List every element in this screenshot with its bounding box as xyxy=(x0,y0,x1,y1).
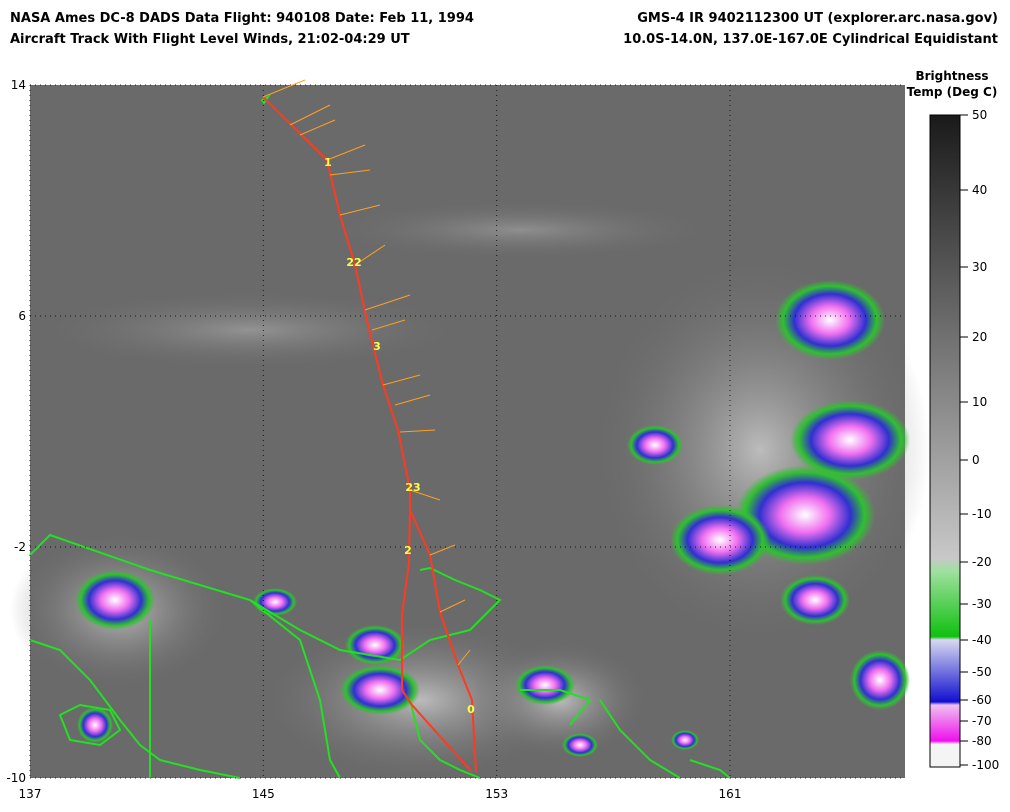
hour-label: 23 xyxy=(405,481,420,494)
colorbar-title: Brightness xyxy=(915,69,988,83)
header-line: 10.0S-14.0N, 137.0E-167.0E Cylindrical E… xyxy=(623,32,998,47)
colorbar-tick-label: 30 xyxy=(972,260,987,274)
header-line: NASA Ames DC-8 DADS Data Flight: 940108 … xyxy=(10,11,474,26)
track-hour-labels: 1 22 3 23 2 0 xyxy=(324,156,475,716)
colorbar-tick-label: 0 xyxy=(972,453,980,467)
hour-label: 2 xyxy=(404,544,412,557)
x-tick-label: 137 xyxy=(19,787,42,801)
hour-label: 3 xyxy=(373,340,381,353)
y-tick-label: 6 xyxy=(18,309,26,323)
colorbar-tick-label: -50 xyxy=(972,665,992,679)
satellite-image xyxy=(10,85,930,780)
hour-label: 1 xyxy=(324,156,332,169)
colorbar-tick-label: -10 xyxy=(972,507,992,521)
hour-label: 0 xyxy=(467,703,475,716)
colorbar-tick-label: -40 xyxy=(972,633,992,647)
colorbar-tick-label: -100 xyxy=(972,758,999,772)
y-tick-label: -2 xyxy=(14,540,26,554)
header-line: GMS-4 IR 9402112300 UT (explorer.arc.nas… xyxy=(637,11,998,26)
y-tick-label: -10 xyxy=(6,771,26,785)
colorbar-tick-label: 50 xyxy=(972,108,987,122)
x-tick-label: 145 xyxy=(252,787,275,801)
colorbar-tick-label: 20 xyxy=(972,330,987,344)
colorbar-tick-label: -60 xyxy=(972,693,992,707)
colorbar-tick-label: -30 xyxy=(972,597,992,611)
colorbar-title: Temp (Deg C) xyxy=(907,85,998,99)
colorbar-tick-label: -70 xyxy=(972,714,992,728)
header-line: Aircraft Track With Flight Level Winds, … xyxy=(10,32,410,47)
graticule: 137 145 153 161 14 6 -2 -10 xyxy=(6,78,905,801)
x-tick-label: 153 xyxy=(485,787,508,801)
colorbar-tick-label: 40 xyxy=(972,183,987,197)
colorbar-tick-label: 10 xyxy=(972,395,987,409)
colorbar-ticks: 50 40 30 20 10 0 -10 -20 -30 -40 -50 -60 -70 -80 -100 xyxy=(960,108,999,772)
flight-track xyxy=(262,79,477,773)
y-tick-label: 14 xyxy=(11,78,26,92)
x-tick-label: 161 xyxy=(719,787,742,801)
colorbar-tick-label: -20 xyxy=(972,555,992,569)
hour-label: 22 xyxy=(346,256,361,269)
colorbar-tick-label: -80 xyxy=(972,734,992,748)
colorbar xyxy=(929,114,961,768)
coastlines xyxy=(29,94,731,779)
